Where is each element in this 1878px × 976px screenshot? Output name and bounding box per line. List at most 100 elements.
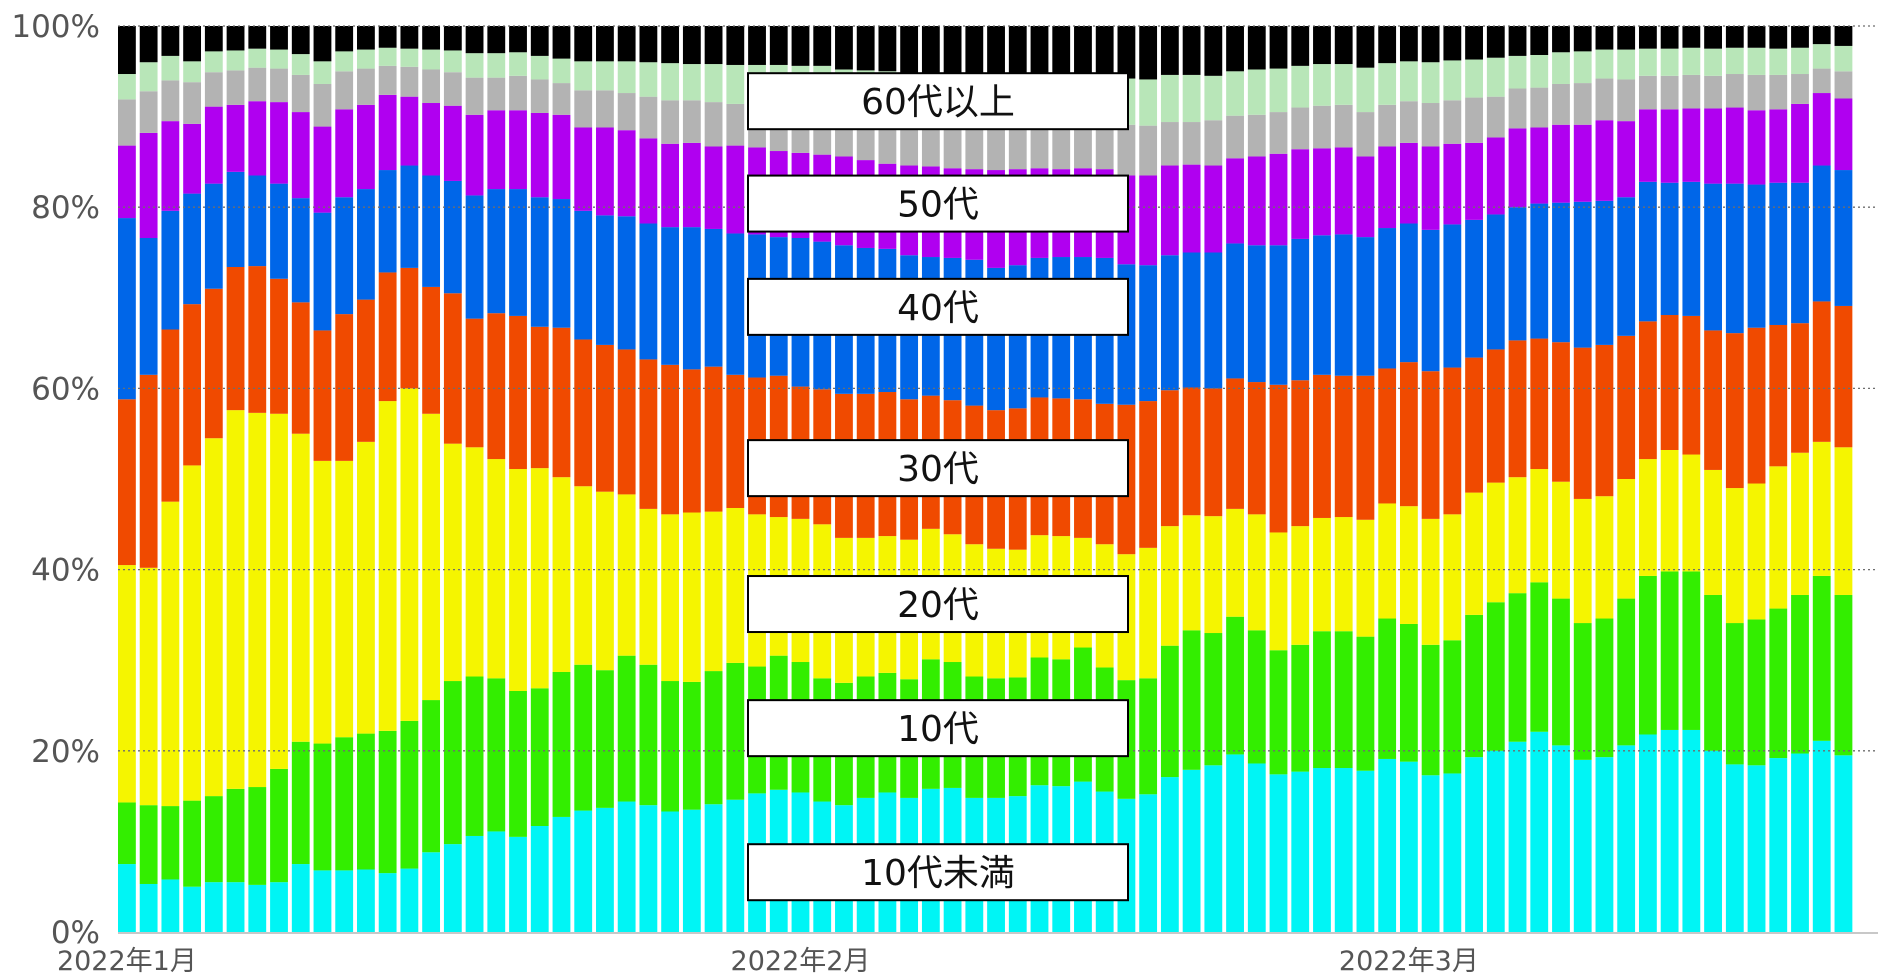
bar-segment [1313, 235, 1331, 375]
bar-segment [270, 882, 288, 932]
bar-segment [1617, 49, 1636, 80]
bar-stack [443, 26, 462, 932]
bar-segment [1530, 731, 1549, 932]
bar-stack [1834, 26, 1853, 932]
bar-segment [596, 90, 614, 128]
bar-segment [1008, 26, 1027, 80]
bar-segment [465, 26, 484, 54]
bar-segment [443, 293, 462, 444]
bar-segment [1595, 78, 1614, 121]
bar-segment [726, 26, 745, 65]
bar-segment [1834, 305, 1853, 448]
bar-segment [248, 175, 267, 267]
band-labels: 60代以上 50代 40代 30代 20代 10代 10代未満 [747, 72, 1129, 902]
bar-segment [574, 664, 593, 811]
bar-segment [204, 26, 223, 52]
bar-segment [791, 26, 810, 66]
bar-stack [1226, 26, 1244, 932]
bar-segment [291, 741, 310, 865]
bar-segment [1334, 631, 1353, 769]
bar-segment [1552, 745, 1570, 932]
bar-segment [1769, 109, 1788, 183]
bar-segment [400, 267, 419, 389]
bar-segment [1682, 26, 1701, 48]
bar-segment [1204, 165, 1223, 253]
bar-stack [639, 26, 658, 932]
bar-segment [1834, 26, 1853, 46]
bar-segment [248, 67, 267, 102]
bar-segment [378, 873, 397, 932]
bar-segment [1769, 26, 1788, 49]
bar-segment [1573, 759, 1592, 932]
bar-segment [1725, 74, 1744, 108]
bar-segment [1682, 454, 1701, 572]
bar-segment [335, 109, 354, 198]
bar-segment [270, 26, 288, 50]
band-label-box [747, 843, 1129, 902]
bar-stack [617, 26, 636, 932]
bar-segment [704, 26, 723, 65]
bar-segment [1291, 26, 1310, 66]
bar-segment [1725, 488, 1744, 624]
bar-segment [1378, 503, 1397, 619]
bar-segment [1334, 64, 1353, 105]
bar-segment [313, 743, 332, 871]
bar-segment [530, 26, 549, 56]
bar-segment [1530, 338, 1549, 470]
bar-stack [726, 26, 745, 932]
bar-segment [1313, 768, 1331, 932]
bar-segment [596, 26, 614, 62]
bar-segment [1378, 26, 1397, 64]
bar-segment [1704, 594, 1722, 751]
bar-segment [1117, 26, 1136, 79]
bar-segment [552, 114, 571, 200]
bar-stack [270, 26, 288, 932]
bar-segment [1638, 75, 1657, 110]
bar-segment [661, 100, 680, 144]
bar-segment [987, 125, 1005, 171]
bar-segment [357, 189, 375, 300]
bar-segment [1660, 109, 1679, 183]
bar-segment [1247, 114, 1266, 157]
bar-segment [1508, 477, 1527, 594]
bar-segment [1791, 103, 1809, 183]
band-label-box [747, 575, 1129, 634]
bar-segment [1812, 165, 1831, 302]
bar-segment [161, 501, 180, 807]
bar-segment [682, 227, 701, 370]
bar-segment [1399, 362, 1418, 507]
bar-segment [1617, 26, 1636, 50]
bar-stack [422, 26, 441, 932]
bar-stack [204, 26, 223, 932]
bar-segment [1508, 128, 1527, 208]
bar-segment [1812, 93, 1831, 166]
bar-stack [552, 26, 571, 932]
bar-segment [639, 138, 658, 224]
band-label: 30代 [747, 439, 1129, 498]
bar-segment [378, 401, 397, 731]
bar-segment [1465, 26, 1483, 60]
bar-stack [1247, 26, 1266, 932]
bar-segment [1204, 252, 1223, 389]
bar-segment [1508, 741, 1527, 932]
bar-segment [400, 868, 419, 932]
bar-segment [1269, 650, 1288, 775]
bar-stack [596, 26, 614, 932]
bar-segment [183, 193, 202, 305]
bar-segment [530, 326, 549, 469]
bar-segment [661, 143, 680, 228]
bar-segment [1725, 107, 1744, 184]
bar-stack [1682, 26, 1701, 932]
bar-stack [661, 26, 680, 932]
bar-segment [1160, 74, 1179, 123]
bar-segment [1704, 469, 1722, 595]
bar-segment [270, 278, 288, 414]
bar-segment [1074, 123, 1092, 169]
bar-segment [270, 183, 288, 279]
bar-segment [1139, 175, 1158, 266]
bar-segment [1247, 69, 1266, 115]
bar-segment [530, 79, 549, 113]
bar-segment [1226, 508, 1244, 617]
bar-segment [1291, 526, 1310, 645]
bar-segment [1660, 182, 1679, 316]
